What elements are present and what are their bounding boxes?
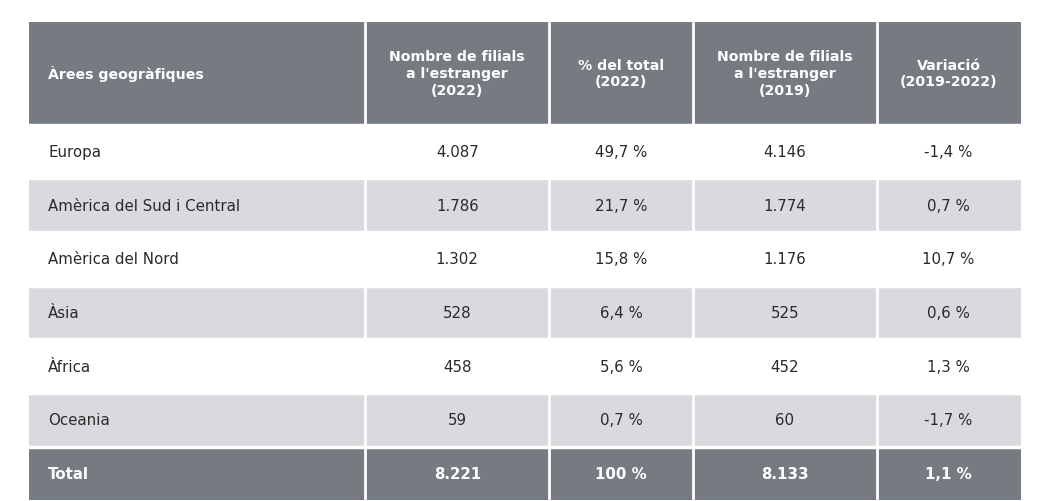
Text: Amèrica del Sud i Central: Amèrica del Sud i Central	[48, 198, 240, 213]
Bar	[365, 393, 549, 447]
Text: 1,1 %: 1,1 %	[925, 466, 972, 481]
Text: 452: 452	[771, 359, 799, 374]
Text: 8.133: 8.133	[761, 466, 808, 481]
Text: 15,8 %: 15,8 %	[595, 252, 647, 267]
Bar	[877, 125, 1021, 179]
Bar	[365, 232, 549, 286]
Bar	[365, 125, 549, 179]
Text: 1.774: 1.774	[763, 198, 806, 213]
Text: 60: 60	[775, 413, 794, 427]
Text: 10,7 %: 10,7 %	[922, 252, 974, 267]
Bar	[877, 286, 1021, 340]
Text: 4.146: 4.146	[763, 145, 806, 159]
Text: -1,7 %: -1,7 %	[924, 413, 972, 427]
Text: 0,7 %: 0,7 %	[927, 198, 970, 213]
Text: Nombre de filials
a l'estranger
(2022): Nombre de filials a l'estranger (2022)	[390, 50, 525, 98]
Bar	[549, 232, 693, 286]
Bar	[549, 125, 693, 179]
Text: Oceania: Oceania	[48, 413, 110, 427]
Text: Variació
(2019-2022): Variació (2019-2022)	[900, 59, 998, 89]
Bar	[29, 125, 365, 179]
Bar	[877, 179, 1021, 232]
Text: Amèrica del Nord: Amèrica del Nord	[48, 252, 180, 267]
Bar	[693, 447, 877, 500]
Text: Àrees geogràfiques: Àrees geogràfiques	[48, 66, 204, 82]
Text: 525: 525	[771, 306, 799, 320]
Text: 458: 458	[443, 359, 471, 374]
Bar	[365, 340, 549, 393]
Bar	[693, 232, 877, 286]
Text: Europa: Europa	[48, 145, 101, 159]
Bar	[29, 340, 365, 393]
Text: 0,7 %: 0,7 %	[600, 413, 643, 427]
Text: 1,3 %: 1,3 %	[927, 359, 970, 374]
Text: Total: Total	[48, 466, 89, 481]
Text: 49,7 %: 49,7 %	[595, 145, 647, 159]
Text: 8.221: 8.221	[434, 466, 481, 481]
Bar	[877, 393, 1021, 447]
Bar	[549, 179, 693, 232]
Bar	[877, 23, 1021, 125]
Bar	[549, 393, 693, 447]
Bar	[549, 286, 693, 340]
Bar	[29, 286, 365, 340]
Bar	[549, 23, 693, 125]
Text: 1.176: 1.176	[763, 252, 806, 267]
Text: 1.302: 1.302	[436, 252, 479, 267]
Bar	[693, 393, 877, 447]
Bar	[29, 393, 365, 447]
Bar	[693, 286, 877, 340]
Text: 6,4 %: 6,4 %	[600, 306, 643, 320]
Bar	[365, 286, 549, 340]
Bar	[29, 23, 365, 125]
Bar	[693, 23, 877, 125]
Bar	[365, 23, 549, 125]
Text: 0,6 %: 0,6 %	[927, 306, 970, 320]
Bar	[29, 179, 365, 232]
Bar	[29, 232, 365, 286]
Bar	[549, 447, 693, 500]
Bar	[365, 179, 549, 232]
Bar	[877, 447, 1021, 500]
Bar	[693, 340, 877, 393]
Bar	[365, 447, 549, 500]
Bar	[877, 340, 1021, 393]
Text: % del total
(2022): % del total (2022)	[578, 59, 664, 89]
Text: 528: 528	[443, 306, 471, 320]
Text: Àsia: Àsia	[48, 306, 80, 320]
Text: 1.786: 1.786	[436, 198, 479, 213]
Text: 100 %: 100 %	[595, 466, 647, 481]
Text: 21,7 %: 21,7 %	[594, 198, 647, 213]
Text: 5,6 %: 5,6 %	[600, 359, 643, 374]
Text: 4.087: 4.087	[436, 145, 479, 159]
Text: 59: 59	[447, 413, 467, 427]
Text: Àfrica: Àfrica	[48, 359, 91, 374]
Bar	[29, 447, 365, 500]
Text: -1,4 %: -1,4 %	[924, 145, 972, 159]
Text: Nombre de filials
a l'estranger
(2019): Nombre de filials a l'estranger (2019)	[717, 50, 853, 98]
Bar	[877, 232, 1021, 286]
Bar	[693, 125, 877, 179]
Bar	[549, 340, 693, 393]
Bar	[693, 179, 877, 232]
